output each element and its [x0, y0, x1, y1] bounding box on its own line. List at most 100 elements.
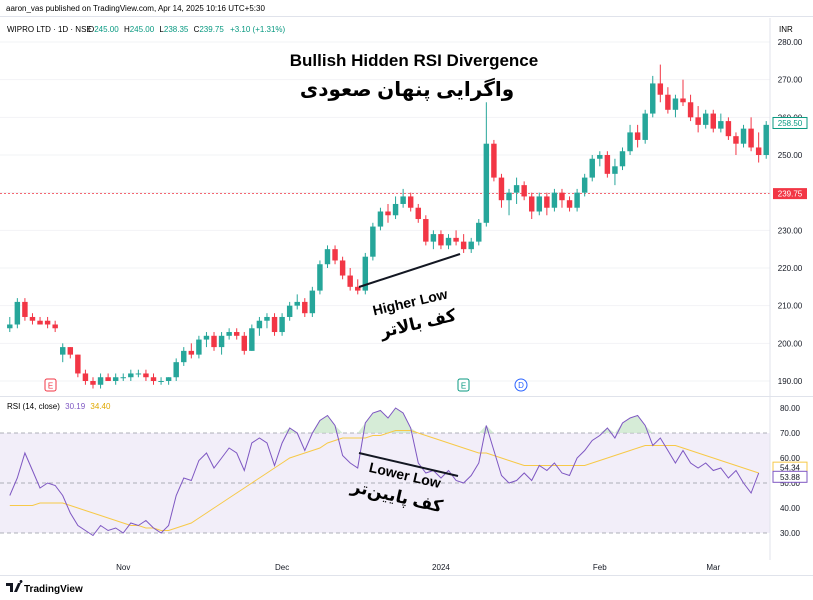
price-grid	[0, 41, 770, 382]
earnings-marker-label: E	[461, 382, 466, 391]
candle-body	[544, 196, 550, 208]
candle-body	[203, 335, 210, 340]
candle-body	[468, 241, 474, 250]
dividend-marker-label: D	[518, 381, 524, 390]
candle-body	[332, 249, 338, 261]
candle-body	[536, 196, 543, 212]
candle-body	[597, 155, 603, 159]
candle-body	[581, 177, 588, 193]
price-axis: 280.00270.00260.00250.00240.00230.00220.…	[778, 38, 803, 386]
candle-body	[513, 185, 520, 193]
candle-body	[173, 362, 179, 378]
time-tick-label: Mar	[706, 563, 720, 572]
tradingview-logo[interactable]: TradingView	[6, 580, 83, 595]
time-axis: Nov Dec 2024 Feb Mar	[116, 18, 771, 572]
candle-body	[407, 196, 414, 208]
rsi-ma-tag-text: 54.34	[780, 464, 801, 473]
symbol-bar: WIPRO LTD · 1D · NSE O245.00 H245.00 L23…	[7, 25, 286, 34]
ohlc-l-label: L	[159, 25, 164, 34]
candle-body	[687, 102, 694, 118]
rsi-pane[interactable]: 80.00 70.00 60.00 50.00 40.00 30.00 54.34 53.…	[0, 402, 808, 538]
time-tick-label: Nov	[116, 563, 130, 572]
candle-body	[566, 200, 573, 208]
candle-body	[604, 155, 611, 174]
candle-body	[256, 320, 263, 329]
chart-title: Bullish Hidden RSI Divergence	[290, 51, 538, 70]
candle-body	[44, 320, 51, 325]
candle-body	[188, 350, 195, 355]
candle-body	[120, 377, 126, 379]
earnings-marker-label: E	[48, 382, 53, 391]
price-tick-label: 230.00	[778, 226, 803, 235]
candle-body	[271, 316, 278, 333]
candle-body	[491, 143, 497, 178]
candle-body	[612, 166, 618, 174]
rsi-tick-label: 60.00	[780, 454, 801, 463]
time-tick-label: 2024	[432, 563, 450, 572]
ohlc-c-value: 239.75	[199, 25, 224, 34]
candle-body	[710, 113, 716, 129]
price-tick-label: 270.00	[778, 76, 803, 85]
candle-body	[498, 177, 505, 201]
candle-body	[37, 320, 43, 325]
dividend-marker[interactable]: D	[514, 378, 528, 392]
candle-body	[551, 192, 558, 208]
rsi-value-box	[772, 470, 808, 483]
rsi-tick-label: 50.00	[780, 479, 801, 488]
time-tick-label: Dec	[275, 563, 289, 572]
candle-body	[82, 373, 89, 381]
price-tick-label: 220.00	[778, 264, 803, 273]
rsi-overbought-fill	[282, 408, 653, 433]
ohlc-l-value: 238.35	[164, 25, 189, 34]
higher-low-trendline	[358, 253, 461, 288]
price-tick-label: 280.00	[778, 38, 803, 47]
candle-body	[339, 260, 346, 276]
candle-body	[211, 335, 217, 348]
candle-body	[165, 377, 172, 381]
candle-body	[347, 275, 353, 287]
candle-body	[430, 234, 437, 242]
candle-body	[112, 377, 119, 381]
candle-body	[748, 128, 754, 148]
rsi-header-value: 30.19	[65, 402, 86, 411]
rsi-value-tag: 53.88	[772, 470, 808, 483]
candle-body	[249, 328, 255, 351]
candle-body	[438, 234, 444, 246]
rsi-ma-line	[9, 430, 759, 531]
candles-group	[7, 64, 769, 389]
earnings-marker-box	[44, 378, 57, 392]
candle-body	[702, 113, 709, 125]
candle-body	[725, 121, 732, 137]
dividend-marker-circle	[514, 378, 528, 392]
candle-body	[665, 94, 671, 110]
candle-body	[150, 377, 157, 381]
candle-body	[241, 335, 248, 351]
tradingview-logo-icon	[6, 580, 23, 592]
current-price-tag: 239.75	[773, 188, 807, 200]
candle-body	[14, 301, 21, 325]
candle-body	[559, 192, 565, 201]
candle-body	[755, 147, 762, 155]
earnings-marker-box	[457, 378, 470, 392]
rsi-header-ma: 34.40	[90, 402, 111, 411]
earnings-marker[interactable]: E	[44, 378, 57, 392]
candle-body	[506, 192, 512, 201]
price-pane[interactable]: 280.00270.00260.00250.00240.00230.00220.…	[0, 38, 808, 392]
candle-body	[680, 98, 686, 103]
candle-body	[657, 83, 664, 95]
candle-body	[483, 143, 490, 223]
candle-body	[105, 377, 111, 381]
candle-body	[445, 237, 452, 246]
price-tick-label: 250.00	[778, 151, 803, 160]
candle-body	[400, 196, 406, 204]
candle-body	[650, 83, 656, 114]
header-divider	[0, 16, 813, 17]
last-price-tag: 258.50	[772, 116, 808, 129]
publisher-text: aaron_vas published on TradingView.com, …	[6, 4, 265, 13]
current-price-box	[773, 188, 807, 200]
earnings-marker[interactable]: E	[457, 378, 470, 392]
candle-body	[453, 237, 459, 242]
last-price-box	[772, 116, 808, 129]
candle-body	[589, 158, 595, 178]
candle-body	[75, 354, 81, 374]
